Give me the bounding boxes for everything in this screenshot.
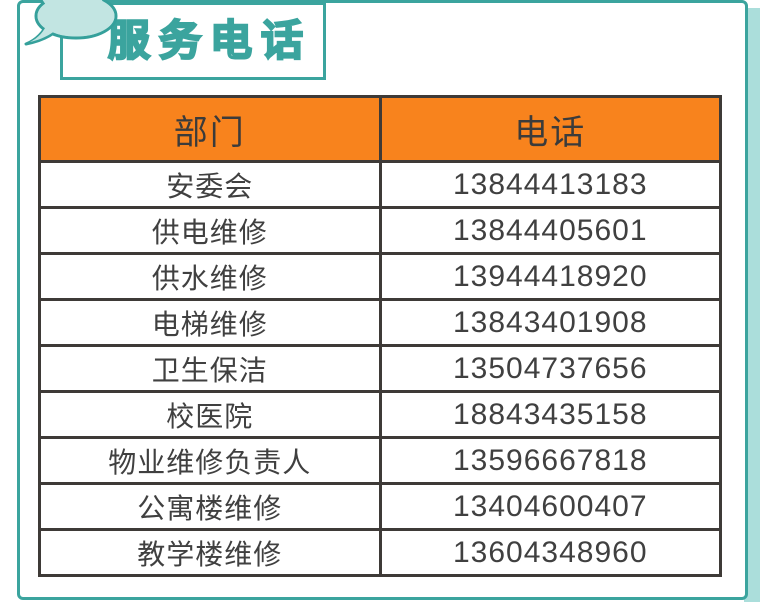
department-cell: 教学楼维修 — [38, 528, 382, 577]
department-cell: 卫生保洁 — [38, 344, 382, 393]
phone-cell: 13404600407 — [378, 482, 722, 531]
department-cell: 电梯维修 — [38, 298, 382, 347]
phone-cell: 13844413183 — [378, 160, 722, 209]
phone-cell: 13504737656 — [378, 344, 722, 393]
table-row: 公寓楼维修 13404600407 — [38, 482, 722, 531]
department-cell: 物业维修负责人 — [38, 436, 382, 485]
header-phone: 电话 — [378, 95, 722, 163]
department-cell: 安委会 — [38, 160, 382, 209]
table-row: 电梯维修 13843401908 — [38, 298, 722, 347]
phone-cell: 13944418920 — [378, 252, 722, 301]
phone-cell: 13596667818 — [378, 436, 722, 485]
page-title: 服务电话 — [107, 17, 312, 64]
table-row: 卫生保洁 13504737656 — [38, 344, 722, 393]
table-row: 校医院 18843435158 — [38, 390, 722, 439]
table-row: 物业维修负责人 13596667818 — [38, 436, 722, 485]
phone-cell: 18843435158 — [378, 390, 722, 439]
service-phone-table: 部门 电话 安委会 13844413183 供电维修 13844405601 供… — [38, 95, 722, 577]
table-header-row: 部门 电话 — [38, 95, 722, 163]
table-row: 供电维修 13844405601 — [38, 206, 722, 255]
table-row: 供水维修 13944418920 — [38, 252, 722, 301]
table-row: 安委会 13844413183 — [38, 160, 722, 209]
phone-cell: 13604348960 — [378, 528, 722, 577]
card-shadow-stripe — [744, 8, 760, 602]
table-row: 教学楼维修 13604348960 — [38, 528, 722, 577]
department-cell: 供电维修 — [38, 206, 382, 255]
speech-bubble-icon — [24, 0, 118, 46]
header-department: 部门 — [38, 95, 382, 163]
department-cell: 供水维修 — [38, 252, 382, 301]
department-cell: 校医院 — [38, 390, 382, 439]
phone-cell: 13843401908 — [378, 298, 722, 347]
phone-cell: 13844405601 — [378, 206, 722, 255]
department-cell: 公寓楼维修 — [38, 482, 382, 531]
